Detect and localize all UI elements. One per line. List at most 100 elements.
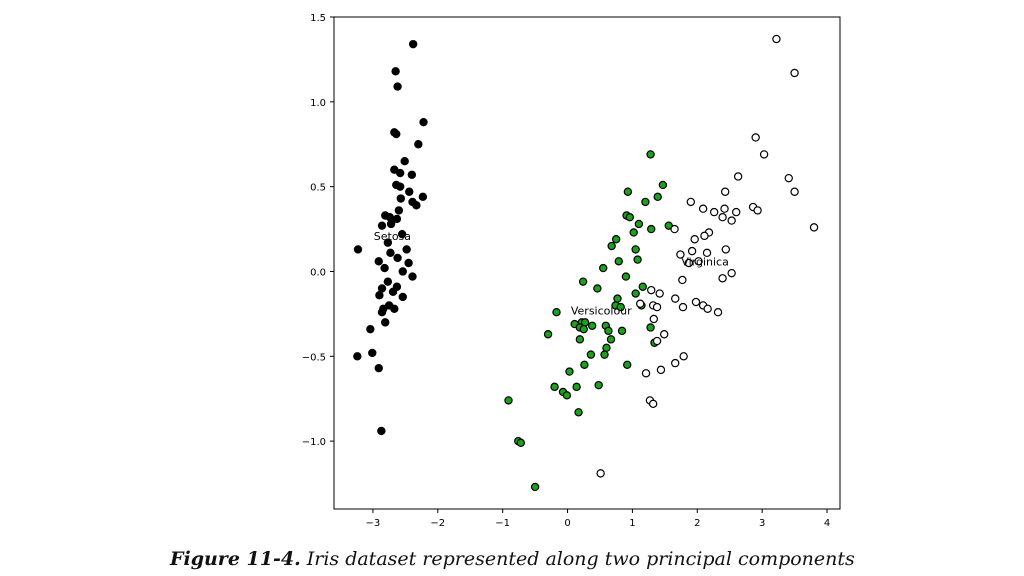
data-point-virginica <box>652 336 662 346</box>
data-point-virginica <box>684 258 694 268</box>
figure-caption-text: Iris dataset represented along two princ… <box>306 548 855 570</box>
data-point-virginica <box>678 275 687 285</box>
data-point-setosa <box>393 253 402 263</box>
data-point-versicolour <box>565 367 574 376</box>
data-point-virginica <box>659 330 669 339</box>
data-point-versicolour <box>602 343 611 353</box>
data-point-virginica <box>713 308 723 317</box>
data-point-virginica <box>670 224 679 234</box>
data-point-versicolour <box>575 335 585 344</box>
data-point-setosa <box>377 308 387 317</box>
data-point-virginica <box>700 231 709 241</box>
data-point-virginica <box>649 314 659 324</box>
data-point-virginica <box>596 469 605 478</box>
data-points <box>353 34 819 492</box>
data-point-setosa <box>402 245 411 254</box>
axis-ticks: −3 −2 −1 0 1 2 3 4 −1.0 −0.5 0.0 0.5 1.0 1.5 <box>302 13 831 529</box>
data-point-virginica <box>809 223 819 232</box>
data-point-virginica <box>751 133 760 142</box>
data-point-virginica <box>690 235 699 244</box>
data-point-versicolour <box>593 284 602 293</box>
data-point-setosa <box>395 168 405 178</box>
data-point-virginica <box>753 206 762 215</box>
data-point-versicolour <box>623 360 632 369</box>
data-point-virginica <box>772 34 781 44</box>
x-tick-label: −3 <box>366 518 381 529</box>
x-tick-label: −1 <box>495 518 510 529</box>
data-point-virginica <box>709 207 719 217</box>
data-point-setosa <box>394 206 404 215</box>
class-labels: Setosa Versicolour Virginica <box>374 230 729 318</box>
x-tick-label: 4 <box>824 518 830 529</box>
data-point-setosa <box>400 157 409 166</box>
data-point-versicolour <box>600 350 609 359</box>
data-point-versicolour <box>638 282 647 291</box>
data-point-virginica <box>718 274 727 283</box>
class-label-setosa: Setosa <box>374 230 411 243</box>
data-point-virginica <box>784 173 793 183</box>
data-point-virginica <box>694 257 703 266</box>
data-point-versicolour <box>504 396 513 405</box>
data-point-setosa <box>386 248 395 258</box>
data-point-setosa <box>418 192 428 202</box>
data-point-setosa <box>391 67 400 76</box>
data-point-versicolour <box>580 360 589 369</box>
data-point-virginica <box>652 302 662 312</box>
data-point-versicolour <box>606 335 616 344</box>
data-point-virginica <box>679 352 688 361</box>
data-point-setosa <box>388 287 398 297</box>
data-point-versicolour <box>530 482 540 492</box>
data-point-setosa <box>381 318 390 327</box>
data-point-setosa <box>398 267 407 276</box>
data-point-versicolour <box>607 241 616 251</box>
data-point-setosa <box>412 201 421 210</box>
data-point-setosa <box>392 129 401 139</box>
series-versicolour <box>504 150 673 492</box>
data-point-versicolour <box>572 382 581 392</box>
data-point-versicolour <box>516 438 526 448</box>
data-point-virginica <box>698 204 708 213</box>
data-point-versicolour <box>631 289 640 298</box>
series-setosa <box>353 39 428 436</box>
data-point-setosa <box>393 82 402 91</box>
y-tick-label: −0.5 <box>302 352 326 363</box>
data-point-virginica <box>703 304 712 314</box>
data-point-versicolour <box>621 272 631 281</box>
y-tick-label: 1.5 <box>310 13 326 24</box>
data-point-setosa <box>377 221 387 230</box>
data-point-virginica <box>727 216 736 225</box>
y-tick-label: 0.5 <box>310 183 326 194</box>
scatter-chart: −3 −2 −1 0 1 2 3 4 −1.0 −0.5 0.0 0.5 1.0 1.5 Setosa Ve… <box>302 13 841 529</box>
data-point-setosa <box>408 39 418 49</box>
data-point-versicolour <box>625 212 635 222</box>
data-point-virginica <box>733 172 743 181</box>
data-point-setosa <box>353 245 363 254</box>
data-point-setosa <box>383 277 393 286</box>
data-point-setosa <box>385 212 394 222</box>
data-point-versicolour <box>562 391 572 400</box>
data-point-setosa <box>398 292 407 302</box>
data-point-versicolour <box>543 330 553 339</box>
data-point-setosa <box>404 258 413 268</box>
data-point-setosa <box>366 324 375 334</box>
class-label-versicolour: Versicolour <box>571 305 632 318</box>
data-point-virginica <box>671 358 680 368</box>
data-point-setosa <box>397 229 407 239</box>
plot-frame <box>333 16 841 510</box>
data-point-setosa <box>375 291 384 300</box>
data-point-virginica <box>678 302 688 312</box>
data-point-versicolour <box>623 187 633 196</box>
data-point-setosa <box>390 304 399 314</box>
data-point-versicolour <box>578 277 588 286</box>
class-label-virginica: Virginica <box>681 255 729 268</box>
data-point-virginica <box>759 150 769 159</box>
data-point-setosa <box>405 187 414 196</box>
data-point-virginica <box>686 197 695 207</box>
data-point-versicolour <box>616 302 625 312</box>
data-point-versicolour <box>641 197 650 207</box>
x-tick-label: 2 <box>694 518 700 529</box>
data-point-setosa <box>407 170 417 179</box>
y-tick-label: 0.0 <box>310 267 326 278</box>
data-point-versicolour <box>586 350 596 359</box>
data-point-virginica <box>655 289 664 298</box>
